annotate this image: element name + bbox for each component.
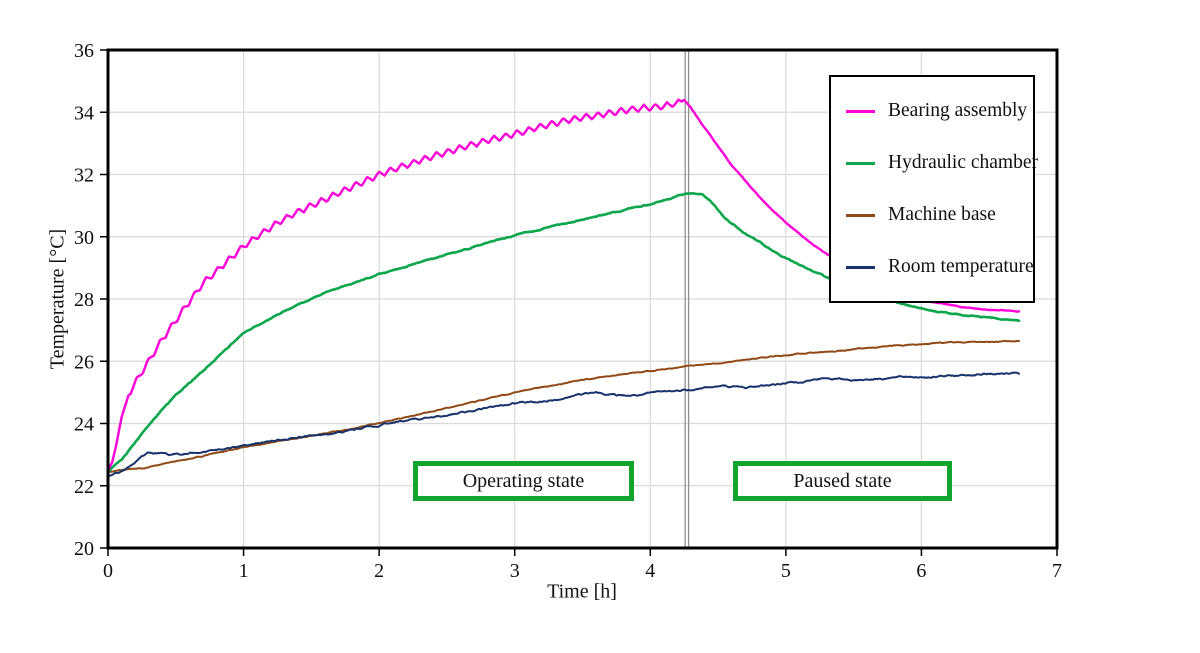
paused-state-annotation: Paused state (733, 461, 952, 501)
legend-label-machine-base: Machine base (888, 204, 996, 225)
x-tick-label-0: 0 (103, 560, 113, 582)
legend-label-bearing-assembly: Bearing assembly (888, 100, 1028, 121)
legend-label-hydraulic-chamber: Hydraulic chamber (888, 152, 1038, 173)
y-tick-label-30: 30 (74, 227, 94, 249)
legend-swatch-room-temperature (846, 265, 875, 269)
y-tick-label-36: 36 (74, 40, 94, 62)
legend-item-bearing-assembly: Bearing assembly (831, 100, 1033, 122)
legend-item-machine-base: Machine base (831, 204, 1033, 226)
y-tick-label-24: 24 (74, 414, 94, 436)
x-tick-label-2: 2 (374, 560, 384, 582)
series-line-room-temperature (107, 371, 1020, 477)
x-tick-label-3: 3 (510, 560, 520, 582)
x-tick-label-6: 6 (916, 560, 926, 582)
y-tick-label-32: 32 (74, 165, 94, 187)
legend-box: Bearing assembly Hydraulic chamber Machine… (829, 75, 1038, 303)
y-axis-title: Temperature [°C] (46, 228, 69, 370)
y-tick-label-34: 34 (74, 102, 94, 124)
x-axis-title: Time [h] (547, 580, 617, 603)
legend-swatch-bearing-assembly (846, 109, 875, 113)
y-tick-label-20: 20 (74, 538, 94, 560)
y-tick-label-28: 28 (74, 289, 94, 311)
plot-border (106, 48, 1059, 550)
x-tick-label-1: 1 (239, 560, 249, 582)
y-tick-label-22: 22 (74, 476, 94, 498)
legend-swatch-machine-base (846, 213, 875, 217)
legend-item-room-temperature: Room temperature (831, 256, 1034, 278)
x-tick-label-4: 4 (645, 560, 655, 582)
operating-state-annotation: Operating state (413, 461, 634, 501)
x-tick-label-7: 7 (1052, 560, 1062, 582)
legend-item-hydraulic-chamber: Hydraulic chamber (831, 152, 1038, 174)
y-tick-label-26: 26 (74, 351, 94, 373)
legend-swatch-hydraulic-chamber (846, 161, 875, 165)
series-line-machine-base (107, 339, 1020, 473)
legend-label-room-temperature: Room temperature (888, 256, 1034, 277)
x-tick-label-5: 5 (781, 560, 791, 582)
